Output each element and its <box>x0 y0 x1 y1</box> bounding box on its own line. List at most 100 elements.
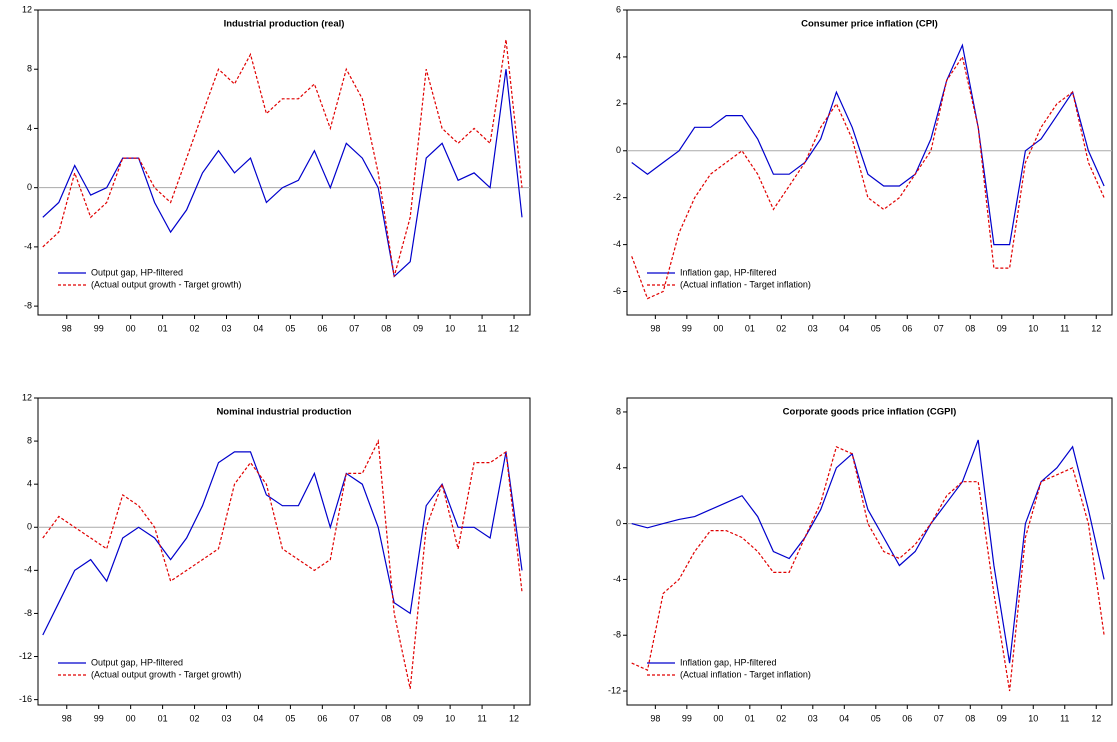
x-tick-label: 08 <box>965 323 975 333</box>
y-tick-label: 8 <box>27 435 32 445</box>
series-line <box>42 39 523 277</box>
y-tick-label: -8 <box>24 300 32 310</box>
plot-frame <box>37 397 531 706</box>
x-tick-label: 10 <box>445 323 455 333</box>
chart-title: Corporate goods price inflation (CGPI) <box>783 407 957 418</box>
chart-title: Nominal industrial production <box>216 407 351 418</box>
x-tick-label: 12 <box>509 323 519 333</box>
plot-frame <box>37 9 531 316</box>
y-tick-label: -4 <box>613 239 621 249</box>
x-tick-label: 99 <box>94 323 104 333</box>
x-tick-label: 01 <box>158 323 168 333</box>
y-tick-label: 8 <box>616 406 621 416</box>
y-tick-label: 0 <box>27 522 32 532</box>
y-tick-label: -12 <box>19 651 32 661</box>
x-tick-label: 08 <box>965 713 975 723</box>
x-tick-label: 08 <box>381 323 391 333</box>
y-tick-label: -16 <box>19 694 32 704</box>
x-tick-label: 99 <box>682 713 692 723</box>
y-tick-label: 0 <box>27 182 32 192</box>
x-tick-label: 10 <box>1028 713 1038 723</box>
y-tick-label: 4 <box>616 462 621 472</box>
legend-label: Inflation gap, HP-filtered <box>680 267 777 277</box>
legend-label: (Actual output growth - Target growth) <box>91 669 241 679</box>
x-tick-label: 05 <box>285 323 295 333</box>
x-tick-label: 02 <box>776 323 786 333</box>
x-tick-label: 06 <box>317 713 327 723</box>
series-line <box>42 69 523 278</box>
y-tick-label: -4 <box>613 574 621 584</box>
y-tick-label: -4 <box>24 241 32 251</box>
y-tick-label: -8 <box>613 630 621 640</box>
y-tick-label: 4 <box>27 123 32 133</box>
x-tick-label: 00 <box>713 713 723 723</box>
plot-frame <box>626 397 1113 706</box>
plot-frame <box>626 9 1113 316</box>
series-line <box>631 439 1105 664</box>
x-tick-label: 01 <box>745 323 755 333</box>
x-tick-label: 03 <box>221 713 231 723</box>
x-tick-label: 09 <box>413 713 423 723</box>
y-tick-label: -2 <box>613 192 621 202</box>
legend-label: (Actual inflation - Target inflation) <box>680 669 811 679</box>
y-tick-label: -4 <box>24 565 32 575</box>
x-tick-label: 11 <box>1060 323 1069 333</box>
x-tick-label: 02 <box>776 713 786 723</box>
x-tick-label: 02 <box>190 713 200 723</box>
x-tick-label: 07 <box>349 323 359 333</box>
x-tick-label: 00 <box>126 713 136 723</box>
series-line <box>631 445 1105 692</box>
x-tick-label: 98 <box>62 323 72 333</box>
y-tick-label: -12 <box>608 685 621 695</box>
x-tick-label: 07 <box>934 713 944 723</box>
x-tick-label: 01 <box>158 713 168 723</box>
y-tick-label: 0 <box>616 145 621 155</box>
x-tick-label: 05 <box>871 323 881 333</box>
legend-label: Output gap, HP-filtered <box>91 657 183 667</box>
x-tick-label: 98 <box>650 323 660 333</box>
y-tick-label: -6 <box>613 286 621 296</box>
y-tick-label: -8 <box>24 608 32 618</box>
x-tick-label: 04 <box>839 713 849 723</box>
chart-title: Consumer price inflation (CPI) <box>801 19 938 30</box>
x-tick-label: 03 <box>808 713 818 723</box>
x-tick-label: 00 <box>126 323 136 333</box>
y-tick-label: 12 <box>22 4 32 14</box>
x-tick-label: 12 <box>1091 713 1101 723</box>
x-tick-label: 10 <box>1028 323 1038 333</box>
x-tick-label: 00 <box>713 323 723 333</box>
x-tick-label: 10 <box>445 713 455 723</box>
x-tick-label: 09 <box>997 713 1007 723</box>
x-tick-label: 06 <box>902 323 912 333</box>
x-tick-label: 04 <box>253 713 263 723</box>
x-tick-label: 05 <box>871 713 881 723</box>
x-tick-label: 03 <box>808 323 818 333</box>
y-tick-label: 6 <box>616 4 621 14</box>
x-tick-label: 05 <box>285 713 295 723</box>
x-tick-label: 12 <box>1091 323 1101 333</box>
x-tick-label: 07 <box>349 713 359 723</box>
x-tick-label: 01 <box>745 713 755 723</box>
x-tick-label: 06 <box>317 323 327 333</box>
y-tick-label: 2 <box>616 98 621 108</box>
x-tick-label: 03 <box>221 323 231 333</box>
series-line <box>631 43 1105 246</box>
x-tick-label: 99 <box>94 713 104 723</box>
x-tick-label: 09 <box>997 323 1007 333</box>
legend-label: Output gap, HP-filtered <box>91 267 183 277</box>
x-tick-label: 98 <box>62 713 72 723</box>
legend-label: (Actual inflation - Target inflation) <box>680 279 811 289</box>
legend-label: (Actual output growth - Target growth) <box>91 279 241 289</box>
x-tick-label: 99 <box>682 323 692 333</box>
x-tick-label: 02 <box>190 323 200 333</box>
legend-label: Inflation gap, HP-filtered <box>680 657 777 667</box>
x-tick-label: 04 <box>839 323 849 333</box>
x-tick-label: 11 <box>1060 713 1069 723</box>
x-tick-label: 11 <box>477 713 486 723</box>
y-tick-label: 4 <box>27 479 32 489</box>
chart-title: Industrial production (real) <box>224 19 345 30</box>
